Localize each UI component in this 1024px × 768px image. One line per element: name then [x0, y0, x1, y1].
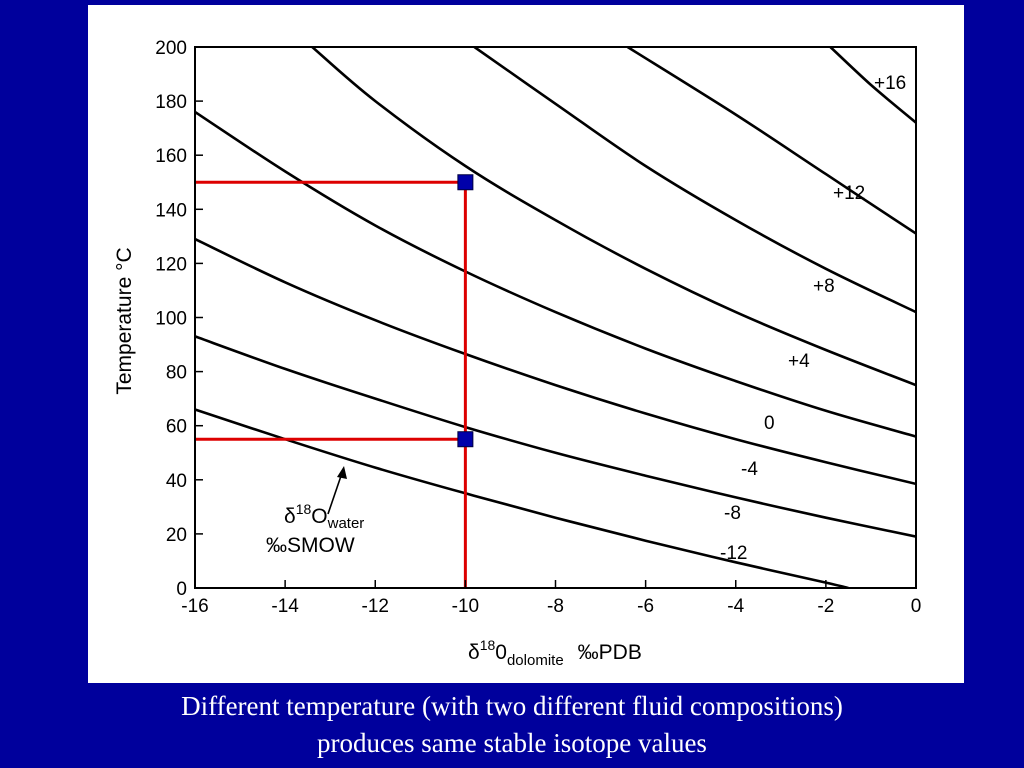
curve-label-minus8: -8 [724, 503, 741, 524]
markers-layer [457, 174, 474, 448]
isotope-curve-plus8 [473, 47, 916, 314]
x-label-delta: δ [468, 641, 480, 664]
y-tick-label: 140 [155, 200, 187, 221]
water-annotation: δ18Owater ‰SMOW [266, 466, 364, 557]
curves-layer [195, 47, 916, 588]
isotope-curve-0 [195, 110, 916, 438]
x-tick-label: 0 [911, 596, 922, 617]
curve-label-plus16: +16 [874, 73, 906, 94]
annotation-unit: ‰SMOW [266, 534, 355, 557]
curve-label-0: 0 [764, 413, 775, 434]
x-axis-title: δ180dolomite ‰PDB [468, 637, 642, 669]
x-tick-label: -16 [181, 596, 208, 617]
isotope-curve-minus8 [195, 335, 916, 538]
x-tick-label: -14 [271, 596, 299, 617]
x-label-sub: dolomite [507, 652, 564, 669]
y-axis-label: Temperature °C [113, 247, 136, 394]
curve-label-minus4: -4 [741, 459, 758, 480]
guide-lines-layer [195, 180, 467, 588]
x-axis-label: δ180dolomite ‰PDB [468, 637, 642, 669]
curve-label-plus4: +4 [788, 351, 810, 372]
annotation-sub: water [327, 515, 365, 532]
caption-line-1: Different temperature (with two differen… [181, 691, 843, 721]
x-tick-label: -2 [817, 596, 834, 617]
annotation-sup: 18 [296, 501, 312, 517]
annotation-arrow-line [327, 472, 343, 515]
x-tick-label: -12 [362, 596, 389, 617]
y-tick-label: 100 [155, 309, 187, 330]
highlight-marker [457, 431, 474, 448]
x-label-sup: 18 [480, 637, 496, 653]
isotope-curve-plus4 [311, 47, 916, 387]
x-label-main: 0 [495, 641, 507, 664]
curve-label-plus12: +12 [833, 183, 865, 204]
axis-ticks-layer: -16 -14 -12 -10 -8 -6 -4 -2 0 0 20 40 60 80 100 120 140 1… [155, 38, 921, 617]
x-label-unit: ‰PDB [578, 641, 642, 664]
curve-label-minus12: -12 [720, 543, 747, 564]
y-tick-label: 80 [166, 363, 187, 384]
annotation-label: δ18Owater [284, 501, 364, 532]
curve-label-plus8: +8 [813, 276, 835, 297]
y-tick-label: 60 [166, 417, 187, 438]
slide-caption: Different temperature (with two differen… [0, 688, 1024, 762]
highlight-marker [457, 174, 474, 191]
isotope-curve-plus12 [626, 47, 916, 235]
isotope-curve-plus16 [829, 47, 916, 124]
caption-line-2: produces same stable isotope values [317, 728, 707, 758]
annotation-main: O [311, 505, 327, 528]
y-tick-label: 20 [166, 525, 187, 546]
figure-panel: -16 -14 -12 -10 -8 -6 -4 -2 0 0 20 40 60 80 100 120 140 1… [88, 5, 964, 683]
y-tick-label: 120 [155, 254, 187, 275]
y-axis-title: Temperature °C [113, 247, 136, 394]
y-tick-label: 40 [166, 471, 187, 492]
x-tick-label: -6 [637, 596, 654, 617]
x-tick-label: -10 [452, 596, 479, 617]
x-tick-label: -4 [727, 596, 744, 617]
isotope-curve-minus12 [195, 408, 849, 588]
annotation-arrow-head [337, 466, 347, 479]
isotope-temperature-chart: -16 -14 -12 -10 -8 -6 -4 -2 0 0 20 40 60 80 100 120 140 1… [113, 38, 921, 669]
y-tick-label: 160 [155, 146, 187, 167]
isotope-curve-minus4 [195, 237, 916, 486]
y-tick-label: 0 [176, 579, 187, 600]
curve-labels-layer: -12 -8 -4 0 +4 +8 +12 +16 [720, 73, 906, 564]
annotation-delta: δ [284, 505, 296, 528]
y-tick-label: 200 [155, 38, 187, 59]
y-tick-label: 180 [155, 92, 187, 113]
x-tick-label: -8 [547, 596, 564, 617]
